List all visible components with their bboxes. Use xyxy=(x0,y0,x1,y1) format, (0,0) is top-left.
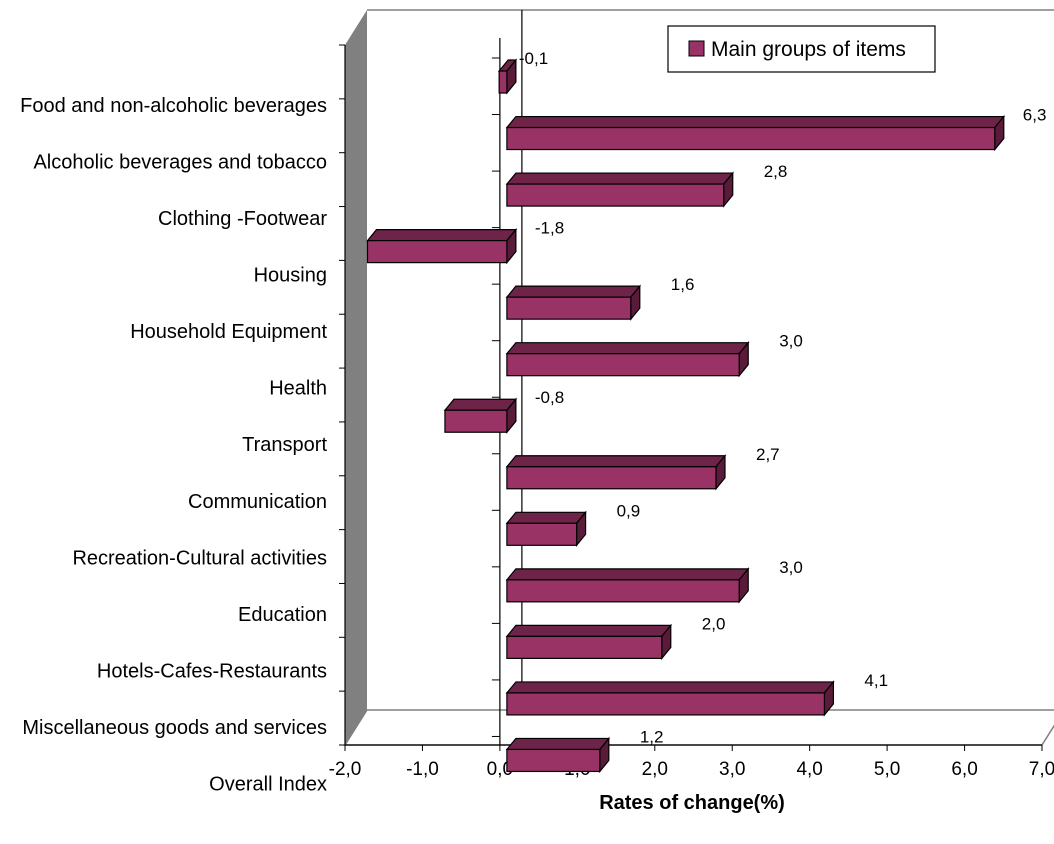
chart-labels: Food and non-alcoholic beverages -0,1 Alco… xyxy=(20,49,1046,795)
value-label: 2,7 xyxy=(756,445,780,464)
bar xyxy=(505,171,734,208)
category-label: Clothing -Footwear xyxy=(158,208,327,230)
bar-front xyxy=(506,183,725,207)
bar xyxy=(366,227,518,265)
category-label: Education xyxy=(238,604,327,626)
legend-entry: Main groups of items xyxy=(711,38,906,61)
bar-top xyxy=(505,737,611,751)
x-tick-label: -1,0 xyxy=(406,759,439,780)
bar xyxy=(505,680,835,717)
category-label: Household Equipment xyxy=(130,321,327,343)
category-label: Communication xyxy=(188,491,327,513)
bar-top xyxy=(505,511,587,524)
bar-front xyxy=(506,748,601,773)
bar-top xyxy=(443,398,518,411)
bar-front xyxy=(506,635,663,659)
category-label: Hotels-Cafes-Restaurants xyxy=(97,660,327,682)
back-wall-border xyxy=(367,9,1054,11)
bar-top xyxy=(505,342,750,355)
bar-top xyxy=(505,115,1006,129)
legend-box xyxy=(667,25,936,73)
bar-front xyxy=(506,522,578,546)
bar xyxy=(497,58,518,95)
bar-series xyxy=(366,58,1006,774)
category-label: Miscellaneous goods and services xyxy=(22,717,327,739)
x-tick-label: -2,0 xyxy=(329,759,362,780)
value-label: 3,0 xyxy=(779,332,803,351)
bar-top xyxy=(505,568,750,581)
category-label: Recreation-Cultural activities xyxy=(72,547,327,569)
value-label: 4,1 xyxy=(864,671,888,690)
bar-front xyxy=(506,692,826,716)
bar xyxy=(505,567,750,604)
bar xyxy=(443,397,518,434)
value-label: -1,8 xyxy=(535,219,564,238)
value-label: 1,2 xyxy=(640,727,664,746)
value-label: -0,8 xyxy=(535,388,564,407)
bar xyxy=(505,341,750,378)
category-label: Overall Index xyxy=(209,773,327,795)
bar xyxy=(505,510,587,547)
bar-top xyxy=(505,681,835,694)
value-label: -0,1 xyxy=(519,49,548,68)
bar-top xyxy=(505,455,727,468)
category-label: Food and non-alcoholic beverages xyxy=(20,95,327,117)
bar-front xyxy=(366,240,508,264)
bar-front xyxy=(506,466,717,490)
bar xyxy=(505,623,673,661)
bar-front xyxy=(506,579,740,603)
bar xyxy=(505,114,1006,152)
bar-front xyxy=(498,70,508,94)
bar-front xyxy=(506,353,740,377)
value-label: 0,9 xyxy=(617,501,641,520)
x-tick-label: 7,0 xyxy=(1029,759,1054,780)
x-tick-label: 3,0 xyxy=(719,759,745,780)
x-tick-label: 6,0 xyxy=(951,759,977,780)
category-label: Health xyxy=(269,378,327,400)
bar xyxy=(505,454,727,491)
bar-top xyxy=(366,229,518,242)
legend: Main groups of items xyxy=(667,25,936,73)
bar-front xyxy=(506,296,632,320)
x-axis-title: Rates of change(%) xyxy=(599,792,785,814)
category-label: Housing xyxy=(254,265,327,287)
value-label: 2,8 xyxy=(764,162,788,181)
bar-front xyxy=(444,409,508,433)
x-tick-label: 4,0 xyxy=(796,759,822,780)
value-label: 3,0 xyxy=(779,558,803,577)
bar xyxy=(505,284,642,321)
bar-top xyxy=(505,172,734,185)
category-label: Transport xyxy=(242,434,327,456)
x-tick-label: 5,0 xyxy=(874,759,900,780)
bar xyxy=(505,736,611,774)
bar-front xyxy=(506,126,996,151)
value-label: 1,6 xyxy=(671,275,695,294)
bar-top xyxy=(505,285,642,298)
value-label: 6,3 xyxy=(1023,106,1047,125)
legend-swatch xyxy=(688,40,705,57)
bar-top xyxy=(505,624,673,637)
category-label: Alcoholic beverages and tobacco xyxy=(33,152,327,174)
value-label: 2,0 xyxy=(702,614,726,633)
side-wall xyxy=(345,10,367,745)
x-tick-label: 2,0 xyxy=(642,759,668,780)
